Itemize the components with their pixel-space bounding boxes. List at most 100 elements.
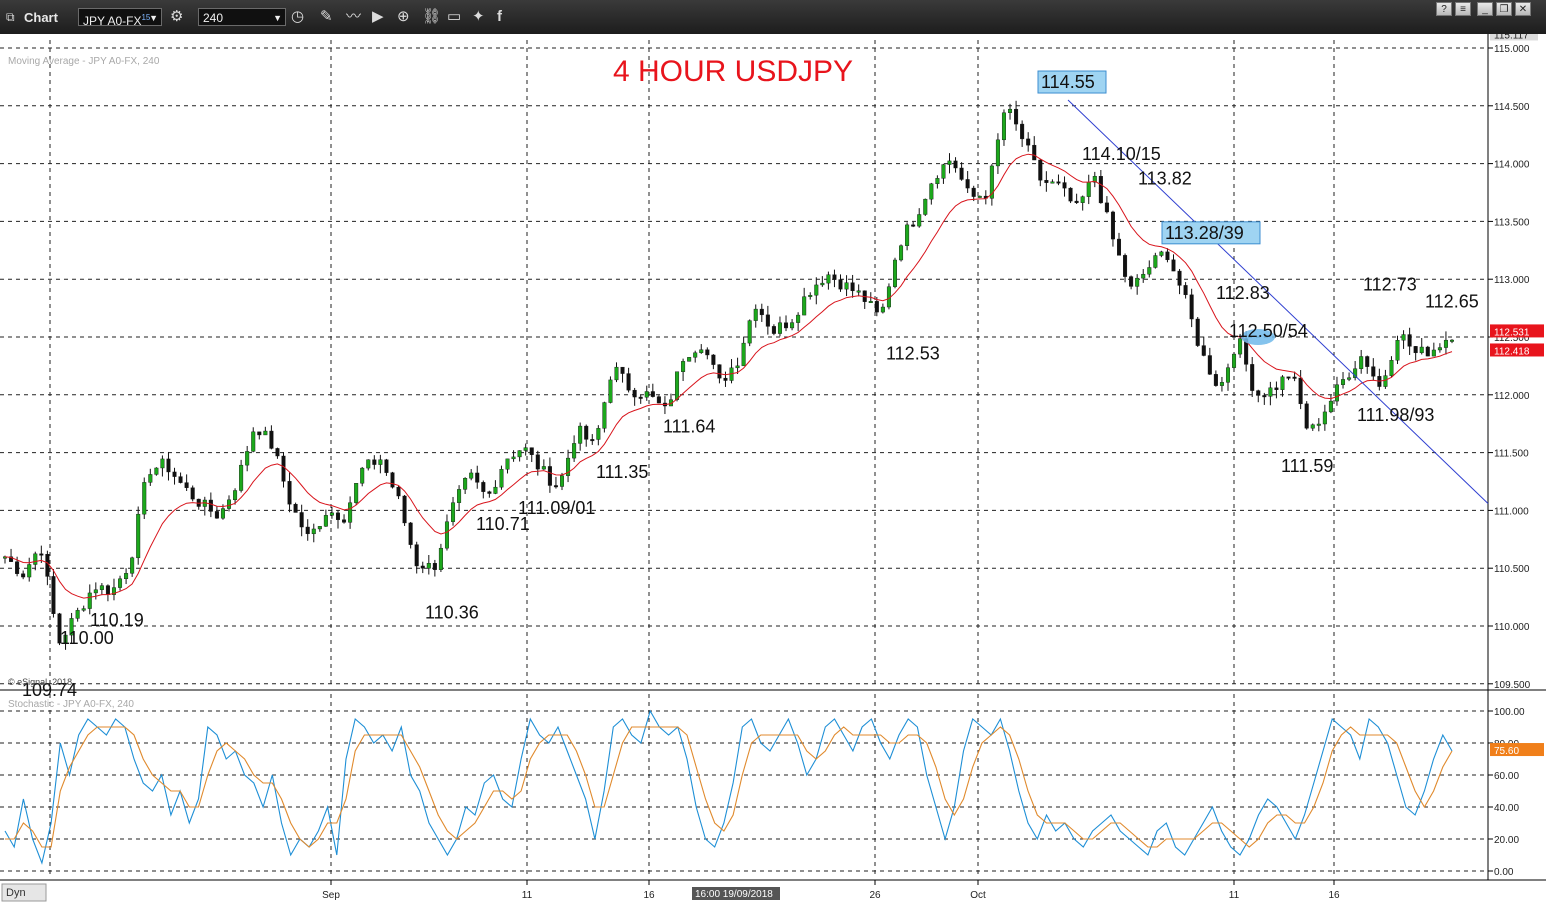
chart-toolbar: ⧉ Chart JPY A0-FX15 ▼ ⚙ 240 ▼ ◷ ✎ 〰 ▶ ⊕ … xyxy=(0,0,1546,35)
candle-body xyxy=(584,425,589,440)
candle-body xyxy=(444,521,449,549)
annotation-label: 112.50/54 xyxy=(1229,321,1308,341)
chart-window-icon: ⧉ xyxy=(6,10,15,24)
price-tick-label: 113.000 xyxy=(1494,275,1530,286)
candle-body xyxy=(523,447,528,451)
candle-body xyxy=(971,187,976,197)
candle-body xyxy=(590,439,595,442)
candle-body xyxy=(27,564,32,578)
candle-body xyxy=(838,279,843,290)
candle-body xyxy=(1086,181,1091,197)
candle-body xyxy=(317,526,322,530)
symbol-input[interactable]: JPY A0-FX15 ▼ xyxy=(78,8,162,28)
moving-average-line xyxy=(4,153,1453,599)
candle-body xyxy=(1207,355,1212,375)
candle-body xyxy=(166,458,171,473)
menu-button[interactable]: ≡ xyxy=(1455,2,1471,16)
candle-body xyxy=(747,320,752,344)
clock-icon[interactable]: ◷ xyxy=(291,8,305,25)
candle-body xyxy=(457,489,462,503)
candle-body xyxy=(263,430,268,436)
annotation-box xyxy=(1037,70,1107,94)
help-button[interactable]: ? xyxy=(1436,2,1452,16)
chat-icon[interactable]: ▭ xyxy=(447,8,462,25)
candle-body xyxy=(953,160,958,169)
facebook-icon[interactable]: f xyxy=(497,8,502,25)
candle-body xyxy=(1080,196,1085,203)
interval-input[interactable]: 240 ▼ xyxy=(198,8,286,26)
candle-body xyxy=(148,474,153,483)
annotation-label: 114.55 xyxy=(1041,72,1095,92)
stochastic-line xyxy=(5,726,1453,848)
candle-body xyxy=(1032,144,1037,161)
candle-body xyxy=(51,576,56,614)
candle-body xyxy=(911,224,916,227)
annotation-label: 111.09/01 xyxy=(518,498,595,518)
candle-body xyxy=(154,467,159,475)
candle-body xyxy=(1159,251,1164,256)
stoch-tick-label: 0.00 xyxy=(1494,867,1514,878)
pencil-icon[interactable]: ✎ xyxy=(320,8,333,25)
link-icon[interactable]: ⛓ xyxy=(422,8,442,25)
price-chart[interactable]: 115.000 114.500 114.000 113.500 113.000 112.5… xyxy=(0,34,1546,905)
dyn-button[interactable] xyxy=(1,883,47,902)
candle-body xyxy=(777,322,782,334)
candle-body xyxy=(384,459,389,473)
candle-body xyxy=(947,160,952,165)
candle-body xyxy=(1316,423,1321,426)
chevron-down-icon[interactable]: ▼ xyxy=(149,13,158,23)
candle-body xyxy=(396,486,401,497)
annotation-box xyxy=(1161,221,1261,245)
candle-body xyxy=(63,634,68,644)
chevron-down-icon[interactable]: ▼ xyxy=(273,13,282,23)
minimize-button[interactable]: _ xyxy=(1477,2,1493,16)
line-tool-icon[interactable]: 〰 xyxy=(346,8,362,25)
annotation-label: 111.98/93 xyxy=(1357,405,1434,425)
candle-body xyxy=(233,490,238,501)
stoch-tick-label: 100.00 xyxy=(1494,707,1525,718)
candle-body xyxy=(275,448,280,457)
stoch-tick-label: 20.00 xyxy=(1494,835,1519,846)
twitter-icon[interactable]: ✦ xyxy=(472,8,485,25)
candle-body xyxy=(1371,366,1376,377)
close-button[interactable]: ✕ xyxy=(1515,2,1531,16)
candle-body xyxy=(1219,382,1224,386)
candle-body xyxy=(323,515,328,527)
candle-body xyxy=(1147,267,1152,275)
candle-body xyxy=(687,357,692,362)
play-icon[interactable]: ▶ xyxy=(372,8,384,25)
annotation-label: 114.10/15 xyxy=(1082,144,1161,164)
candle-body xyxy=(1359,356,1364,369)
candle-body xyxy=(481,482,486,492)
gear-icon[interactable]: ⚙ xyxy=(170,8,184,25)
restore-button[interactable]: ❐ xyxy=(1496,2,1512,16)
candles xyxy=(3,100,1454,650)
time-tick-label: 26 xyxy=(869,890,881,901)
price-tick-label: 113.500 xyxy=(1494,217,1530,228)
downtrend-line[interactable] xyxy=(1067,99,1489,504)
candle-body xyxy=(578,425,583,444)
candle-body xyxy=(354,483,359,503)
candle-body xyxy=(632,389,637,398)
candle-body xyxy=(1141,273,1146,279)
stochastic-study-label: Stochastic - JPY A0-FX, 240 xyxy=(8,699,134,710)
candle-body xyxy=(1026,138,1031,146)
candle-body xyxy=(57,613,62,644)
annotation-label: 109.74 xyxy=(22,680,77,700)
candle-body xyxy=(759,308,764,316)
candle-body xyxy=(929,183,934,200)
candle-body xyxy=(808,294,813,297)
candle-body xyxy=(608,379,613,403)
candle-body xyxy=(723,377,728,381)
stochastic-value-label: 75.60 xyxy=(1494,746,1519,757)
candle-body xyxy=(995,139,1000,167)
candle-body xyxy=(771,326,776,334)
candle-body xyxy=(880,306,885,313)
price-axis: 115.000 114.500 114.000 113.500 113.000 112.5… xyxy=(1488,34,1538,691)
candle-body xyxy=(1123,255,1128,277)
candle-body xyxy=(917,214,922,227)
candle-body xyxy=(111,587,116,595)
candle-body xyxy=(1020,123,1025,140)
alert-icon[interactable]: ⊕ xyxy=(397,8,410,25)
candle-body xyxy=(741,342,746,367)
